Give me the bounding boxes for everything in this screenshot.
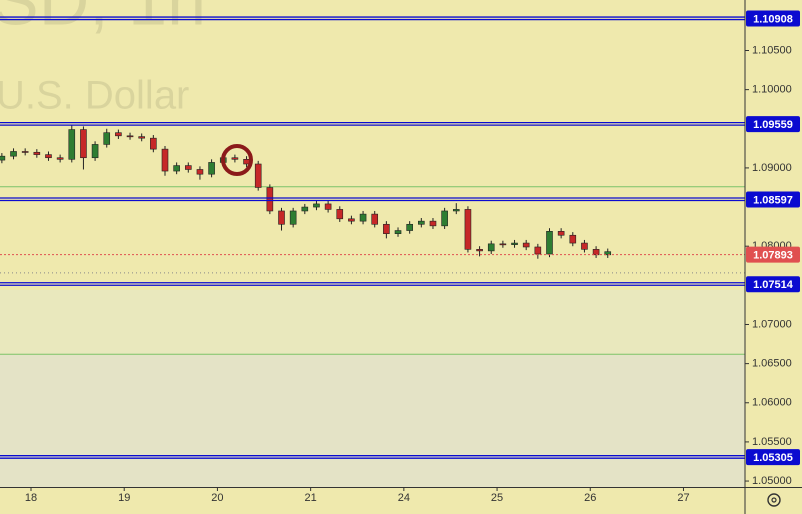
current-price-tag — [746, 246, 800, 263]
candle-body — [487, 243, 495, 252]
lower-zone — [0, 355, 745, 487]
candle-body — [21, 151, 29, 153]
x-tick-label: 20 — [211, 492, 223, 504]
candle-body — [184, 165, 192, 170]
settings-button[interactable] — [763, 491, 785, 510]
candle-body — [534, 246, 542, 255]
candle-body — [33, 151, 41, 155]
candle-body — [499, 243, 507, 246]
candle-body — [103, 132, 111, 145]
candle-body — [0, 155, 6, 161]
candle-body — [441, 210, 448, 227]
candle-body — [348, 218, 355, 222]
candle-body — [150, 137, 157, 150]
candle-body — [592, 249, 600, 256]
candle-body — [359, 213, 367, 222]
settings-icon-center[interactable] — [771, 497, 777, 503]
y-tick-label: 1.05500 — [752, 436, 792, 448]
middle-zone — [0, 290, 745, 355]
level-tag — [746, 191, 800, 208]
y-tick-label: 1.10000 — [752, 84, 792, 96]
level-label: 1.07514 — [753, 279, 794, 291]
candle-body — [336, 209, 344, 220]
candle-body — [604, 251, 612, 256]
candle-body — [254, 163, 262, 188]
candle-body — [231, 157, 239, 160]
candle-body — [418, 220, 425, 225]
candle-body — [324, 203, 332, 210]
candle-body — [464, 209, 472, 250]
level-tag — [746, 276, 800, 293]
candle-body — [45, 154, 52, 159]
x-tick-label: 25 — [491, 492, 503, 504]
candle-body — [115, 132, 122, 137]
plot — [0, 16, 745, 459]
level-tag — [746, 10, 800, 27]
y-tick-label: 1.10500 — [752, 44, 792, 56]
candle-body — [196, 169, 204, 175]
x-tick-label: 26 — [584, 492, 596, 504]
candle-body — [56, 157, 64, 160]
candle-body — [266, 187, 274, 212]
level-tag — [746, 116, 800, 133]
candle-body — [406, 223, 413, 231]
candle-body — [383, 223, 390, 234]
axis: 1.050001.055001.060001.065001.070001.080… — [25, 10, 800, 504]
candle-body — [68, 129, 76, 160]
highlight-circle — [221, 144, 253, 176]
candle-body — [289, 210, 297, 225]
upper-zone — [0, 0, 745, 290]
y-tick-label: 1.09000 — [752, 162, 792, 174]
candle-body — [208, 162, 215, 175]
candle-body — [10, 151, 17, 157]
watermark-subtitle: U.S. Dollar — [0, 74, 189, 118]
settings-bg[interactable] — [763, 491, 785, 510]
x-tick-label: 19 — [118, 492, 130, 504]
current-price-label: 1.07893 — [753, 249, 793, 261]
candle-body — [138, 136, 145, 139]
y-tick-label: 1.06000 — [752, 397, 792, 409]
x-tick-label: 24 — [398, 492, 410, 504]
candle-body — [581, 242, 588, 250]
settings-icon[interactable] — [767, 493, 781, 507]
x-tick-label: 27 — [677, 492, 689, 504]
candle-body — [313, 203, 320, 208]
level-label: 1.08597 — [753, 194, 793, 206]
candle-body — [80, 129, 87, 159]
candle-body — [546, 231, 553, 255]
candle-body — [569, 234, 577, 244]
candle-body — [429, 220, 437, 227]
x-tick-label: 18 — [25, 492, 37, 504]
y-tick-label: 1.07000 — [752, 318, 792, 330]
candle-body — [452, 209, 460, 212]
x-tick-label: 21 — [305, 492, 317, 504]
candle-body — [126, 135, 134, 138]
candle-body — [278, 210, 285, 225]
time-axis-bg — [0, 487, 745, 514]
y-tick-label: 1.06500 — [752, 358, 792, 370]
candle-body — [557, 231, 565, 236]
candle-body — [161, 148, 169, 172]
candle-body — [173, 165, 180, 172]
level-tag — [746, 449, 800, 466]
candle-body — [394, 230, 402, 234]
candle-body — [91, 144, 99, 159]
level-label: 1.09559 — [753, 119, 793, 131]
level-label: 1.10908 — [753, 13, 793, 25]
candle-body — [371, 213, 379, 225]
candle-body — [301, 206, 309, 212]
y-tick-label: 1.05000 — [752, 475, 792, 487]
level-label: 1.05305 — [753, 452, 793, 464]
candle-body — [476, 249, 483, 252]
candle-body — [511, 242, 518, 245]
candle-body — [522, 242, 530, 248]
